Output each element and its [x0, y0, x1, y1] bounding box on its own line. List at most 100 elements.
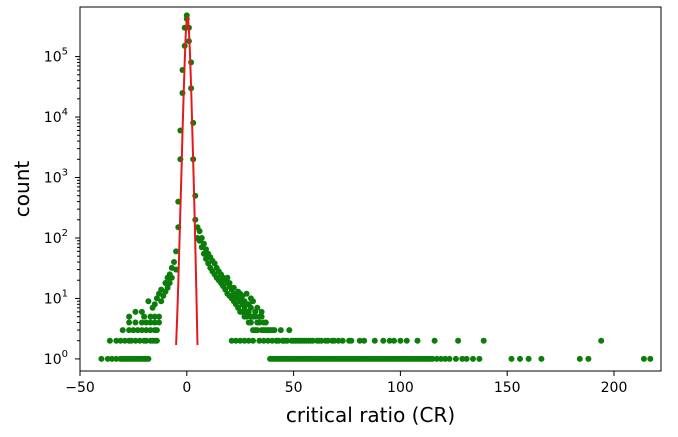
data-point	[166, 280, 173, 286]
data-point	[147, 327, 154, 334]
data-point	[130, 327, 137, 334]
data-point	[109, 355, 115, 362]
data-point	[525, 355, 532, 362]
data-point	[279, 337, 286, 344]
data-point	[196, 228, 203, 235]
data-point	[173, 266, 180, 273]
data-point	[126, 313, 133, 320]
data-point	[517, 355, 523, 362]
data-point	[151, 301, 158, 308]
x-tick-label: 50	[285, 380, 303, 396]
data-point	[143, 319, 150, 326]
data-point	[431, 337, 438, 344]
data-point	[303, 337, 310, 344]
data-point	[316, 337, 323, 344]
data-point	[198, 235, 205, 241]
data-point	[442, 355, 449, 362]
data-point	[307, 337, 314, 344]
data-point	[113, 337, 120, 344]
data-point	[459, 355, 466, 362]
data-point	[346, 337, 353, 344]
data-point	[226, 280, 233, 286]
data-point	[156, 319, 162, 326]
data-point	[429, 355, 436, 362]
data-point	[414, 337, 421, 344]
data-point	[452, 355, 459, 362]
data-point	[173, 248, 180, 255]
data-point	[104, 355, 111, 362]
data-point	[260, 337, 267, 344]
data-point	[269, 337, 276, 344]
data-point	[480, 337, 487, 344]
data-point	[438, 355, 444, 362]
data-point	[168, 274, 175, 281]
data-point	[258, 313, 265, 320]
data-point	[143, 337, 150, 344]
data-point	[145, 298, 152, 305]
data-point	[119, 327, 126, 334]
data-point	[141, 313, 148, 320]
data-point	[136, 337, 143, 344]
data-point	[200, 240, 207, 247]
data-point	[508, 355, 515, 362]
data-point	[171, 259, 177, 265]
data-point	[322, 337, 329, 344]
data-point	[245, 301, 252, 308]
data-point	[269, 327, 276, 334]
data-point	[243, 290, 250, 297]
data-point	[138, 308, 145, 315]
fit-curve	[175, 15, 199, 346]
data-point	[335, 337, 342, 344]
data-point	[397, 337, 404, 344]
data-point	[243, 313, 250, 320]
data-point	[138, 319, 145, 326]
data-point	[463, 355, 470, 362]
data-point	[153, 327, 160, 334]
data-point	[403, 337, 410, 344]
data-point	[361, 337, 368, 344]
data-point	[162, 280, 169, 286]
data-point	[576, 355, 583, 362]
data-point	[640, 355, 647, 362]
data-point	[239, 298, 246, 305]
data-point	[258, 308, 265, 315]
data-point	[455, 337, 462, 344]
data-point	[121, 337, 128, 344]
data-point	[228, 337, 235, 344]
data-point	[153, 337, 160, 344]
data-point	[158, 298, 165, 305]
data-point	[256, 319, 263, 326]
y-tick-label: 105	[44, 47, 68, 66]
y-tick-label: 101	[44, 288, 68, 307]
data-point	[126, 319, 133, 326]
data-point	[235, 288, 242, 295]
data-point	[147, 313, 154, 320]
y-ticks: 100 101 102 103 104 105	[44, 47, 80, 368]
data-point	[356, 337, 363, 344]
y-tick-label: 103	[44, 168, 68, 187]
x-tick-label: 200	[601, 380, 628, 396]
fit-curve-layer	[175, 15, 199, 346]
x-axis-label: critical ratio (CR)	[286, 403, 455, 427]
data-point	[117, 337, 124, 344]
data-point	[232, 337, 239, 344]
data-point	[153, 295, 160, 302]
data-point	[446, 355, 453, 362]
data-point	[286, 327, 293, 334]
data-point	[585, 355, 592, 362]
data-point	[132, 337, 139, 344]
data-point	[391, 337, 397, 344]
data-point	[598, 337, 605, 344]
data-point	[138, 327, 145, 334]
data-point	[247, 319, 254, 326]
data-point	[262, 327, 269, 334]
x-tick-label: 100	[387, 380, 414, 396]
data-point	[329, 337, 336, 344]
data-point	[132, 319, 139, 326]
data-point	[126, 327, 133, 334]
data-point	[241, 337, 248, 344]
data-point	[147, 319, 154, 326]
x-tick-label: 0	[182, 380, 191, 396]
data-point	[273, 337, 280, 344]
